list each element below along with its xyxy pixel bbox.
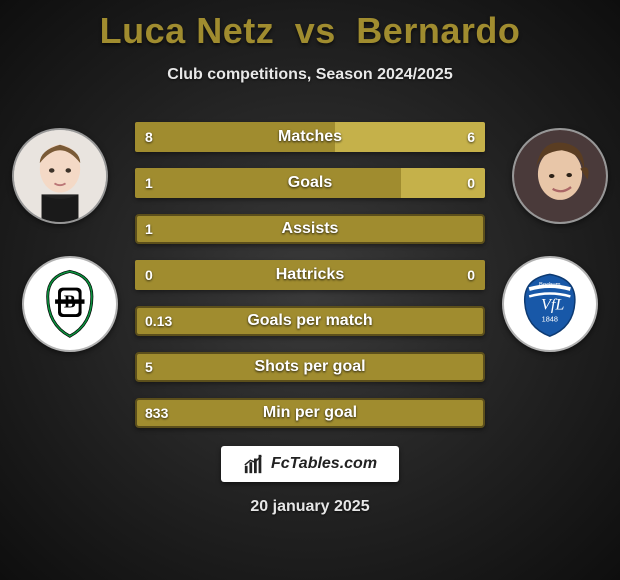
stat-left-value: 8	[135, 122, 163, 152]
svg-text:Bochum: Bochum	[539, 282, 561, 288]
stat-row: 0.13Goals per match	[135, 306, 485, 336]
stat-row: 833Min per goal	[135, 398, 485, 428]
chart-icon	[243, 453, 265, 475]
stat-row: 5Shots per goal	[135, 352, 485, 382]
player1-name: Luca Netz	[100, 10, 275, 51]
player2-avatar	[512, 128, 608, 224]
stat-left-value: 0	[135, 260, 163, 290]
stat-right-value	[465, 306, 485, 336]
stat-left-value: 0.13	[135, 306, 182, 336]
stat-bar-track	[135, 398, 485, 428]
title-vs: vs	[295, 10, 336, 51]
stat-row: 10Goals	[135, 168, 485, 198]
subtitle: Club competitions, Season 2024/2025	[0, 66, 620, 84]
svg-text:1848: 1848	[542, 315, 558, 324]
player1-avatar	[12, 128, 108, 224]
stat-bars: 86Matches10Goals1Assists00Hattricks0.13G…	[135, 122, 485, 444]
brand-text: FcTables.com	[271, 455, 377, 473]
stat-row: 00Hattricks	[135, 260, 485, 290]
stat-right-value: 0	[457, 168, 485, 198]
stat-left-value: 1	[135, 214, 163, 244]
stat-left-fill	[135, 122, 335, 152]
stat-left-fill	[135, 168, 401, 198]
stat-right-value	[465, 352, 485, 382]
stat-right-value: 0	[457, 260, 485, 290]
stat-right-value	[465, 214, 485, 244]
stat-left-value: 1	[135, 168, 163, 198]
svg-text:VfL: VfL	[541, 296, 564, 314]
stat-right-value	[465, 398, 485, 428]
comparison-title: Luca Netz vs Bernardo	[0, 0, 620, 52]
player2-name: Bernardo	[356, 10, 520, 51]
stat-left-value: 833	[135, 398, 178, 428]
date-text: 20 january 2025	[0, 498, 620, 516]
stat-bar-track	[135, 306, 485, 336]
stat-row: 86Matches	[135, 122, 485, 152]
club-left-badge: B	[22, 256, 118, 352]
stat-bar-track	[135, 352, 485, 382]
stat-left-value: 5	[135, 352, 163, 382]
club-right-badge: VfL 1848 Bochum	[502, 256, 598, 352]
stat-row: 1Assists	[135, 214, 485, 244]
stat-right-value: 6	[457, 122, 485, 152]
stat-bar-track	[135, 214, 485, 244]
brand-badge: FcTables.com	[221, 446, 399, 482]
